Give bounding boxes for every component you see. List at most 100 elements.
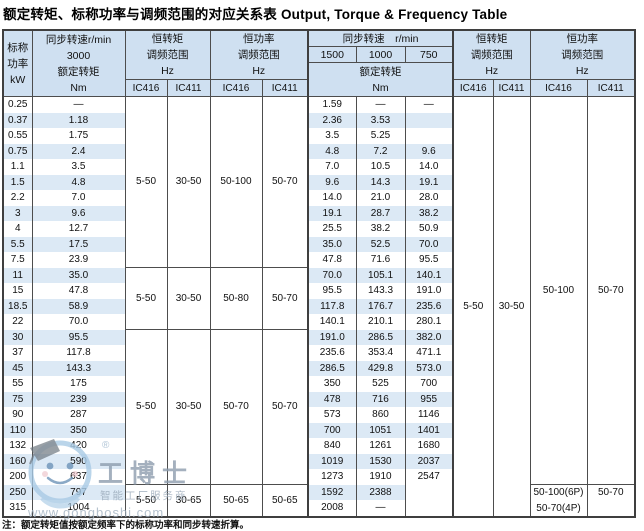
cell-torque-750: 95.5 — [404, 252, 453, 268]
freq-range-tc-ic411: 30-50 — [166, 267, 210, 330]
cell-torque-750: 235.6 — [404, 298, 453, 314]
cell-torque-1000: 860 — [355, 407, 405, 423]
cell-torque-1000: — — [355, 96, 405, 113]
cell-power-kw: 45 — [2, 360, 32, 376]
cell-torque-3000: 637 — [31, 469, 125, 485]
cell-power-kw: 18.5 — [2, 298, 32, 314]
cell-torque-750: 14.0 — [404, 159, 453, 175]
cell-power-kw: 75 — [2, 391, 32, 407]
cell-torque-750 — [404, 112, 453, 128]
cell-torque-3000: 70.0 — [31, 314, 125, 330]
cell-torque-1500: 350 — [307, 376, 356, 392]
cell-power-kw: 90 — [2, 407, 32, 423]
cell-torque-1000: 14.3 — [355, 174, 405, 190]
cell-torque-1500: 9.6 — [307, 174, 356, 190]
cell-torque-1500: 35.0 — [307, 236, 356, 252]
cell-torque-3000: 23.9 — [31, 252, 125, 268]
freq-range-cp-ic411: 50-65 — [261, 484, 308, 517]
freq-range-tc-ic416: 5-50 — [452, 96, 493, 517]
cell-torque-3000: 12.7 — [31, 221, 125, 237]
cell-torque-3000: 1.75 — [31, 128, 125, 144]
cell-torque-750: 50.9 — [404, 221, 453, 237]
cell-torque-3000: 95.5 — [31, 329, 125, 345]
cell-power-kw: 22 — [2, 314, 32, 330]
cell-torque-1000: 105.1 — [355, 267, 405, 283]
cell-torque-750: 700 — [404, 376, 453, 392]
cell-torque-1000: 21.0 — [355, 190, 405, 206]
cell-torque-750: 382.0 — [404, 329, 453, 345]
cell-torque-750: 955 — [404, 391, 453, 407]
cell-torque-3000: 7.0 — [31, 190, 125, 206]
cell-torque-750: 191.0 — [404, 283, 453, 299]
cell-torque-1500: 840 — [307, 438, 356, 454]
freq-range-cp-ic411: 50-70 — [261, 329, 308, 485]
cell-torque-1500: 3.5 — [307, 128, 356, 144]
cell-torque-3000: 590 — [31, 453, 125, 469]
freq-range-cp-ic416: 50-70 — [209, 329, 262, 485]
cell-torque-1000: 353.4 — [355, 345, 405, 361]
table-header: 标称 功率 kW 同步转速r/min 3000 额定转矩 Nm 恒转矩 调频范围 Hz 恒功率 调频范… — [2, 29, 636, 97]
freq-range-tc-ic411: 30-50 — [166, 329, 210, 485]
cell-torque-3000: 350 — [31, 422, 125, 438]
cell-torque-1000: 286.5 — [355, 329, 405, 345]
header-ic-label: IC411 — [166, 79, 211, 97]
cell-torque-1500: 4.8 — [307, 143, 356, 159]
cell-torque-1000: 210.1 — [355, 314, 405, 330]
cell-torque-3000: 1.18 — [31, 112, 125, 128]
cell-torque-750: 70.0 — [404, 236, 453, 252]
cell-torque-1500: 478 — [307, 391, 356, 407]
cell-torque-3000: 35.0 — [31, 267, 125, 283]
header-power: 标称 功率 kW — [2, 29, 33, 97]
freq-range-tc-ic416: 5-50 — [124, 96, 167, 268]
cell-torque-1500: 1019 — [307, 453, 356, 469]
cell-power-kw: 200 — [2, 469, 32, 485]
cell-torque-1000: 716 — [355, 391, 405, 407]
cell-power-kw: 15 — [2, 283, 32, 299]
cell-torque-1500: 7.0 — [307, 159, 356, 175]
cell-torque-1500: 47.8 — [307, 252, 356, 268]
cell-power-kw: 30 — [2, 329, 32, 345]
cell-torque-1500: 117.8 — [307, 298, 356, 314]
freq-range-tc-ic411: 30-65 — [166, 484, 210, 517]
cell-torque-750 — [404, 484, 453, 501]
header-sync-right: 同步转速 r/min — [307, 29, 454, 47]
cell-torque-750: 9.6 — [404, 143, 453, 159]
cell-torque-750 — [404, 128, 453, 144]
freq-range-tc-ic411: 30-50 — [166, 96, 210, 268]
cell-torque-750: 2037 — [404, 453, 453, 469]
freq-range-tc-ic416: 5-50 — [124, 267, 167, 330]
cell-power-kw: 1.1 — [2, 159, 32, 175]
cell-torque-3000: 239 — [31, 391, 125, 407]
header-ic-label: IC411 — [261, 79, 309, 97]
cell-power-kw: 160 — [2, 453, 32, 469]
cell-torque-3000: 420 — [31, 438, 125, 454]
cell-torque-750: 1680 — [404, 438, 453, 454]
header-speed-750: 750 — [404, 46, 454, 63]
cell-torque-1000: 52.5 — [355, 236, 405, 252]
cell-torque-3000: 9.6 — [31, 205, 125, 221]
cell-torque-1000: 10.5 — [355, 159, 405, 175]
cell-power-kw: 3 — [2, 205, 32, 221]
freq-range-cp-ic411: 50-70 — [586, 96, 635, 485]
cell-torque-1000: 71.6 — [355, 252, 405, 268]
cell-torque-1500: 2008 — [307, 500, 356, 517]
cell-power-kw: 110 — [2, 422, 32, 438]
cell-torque-3000: 287 — [31, 407, 125, 423]
header-sync-3000: 同步转速r/min 3000 额定转矩 Nm — [31, 29, 126, 97]
cell-power-kw: 37 — [2, 345, 32, 361]
header-const-torque-right: 恒转矩 调频范围 Hz — [452, 29, 531, 80]
cell-torque-1000: 1910 — [355, 469, 405, 485]
header-speed-1000: 1000 — [355, 46, 406, 63]
cell-torque-3000: 47.8 — [31, 283, 125, 299]
cell-torque-1500: 235.6 — [307, 345, 356, 361]
cell-torque-1000: 1530 — [355, 453, 405, 469]
header-const-torque-left: 恒转矩 调频范围 Hz — [124, 29, 211, 80]
cell-torque-750: 28.0 — [404, 190, 453, 206]
cell-power-kw: 315 — [2, 500, 32, 517]
header-ic-label: IC416 — [452, 79, 494, 97]
freq-range-cp-ic411: 50-70 — [261, 267, 308, 330]
cell-power-kw: 0.75 — [2, 143, 32, 159]
freq-range-cp-ic416: 50-80 — [209, 267, 262, 330]
cell-torque-750: 1146 — [404, 407, 453, 423]
freq-range-cp-ic411: 50-70 — [586, 484, 635, 517]
